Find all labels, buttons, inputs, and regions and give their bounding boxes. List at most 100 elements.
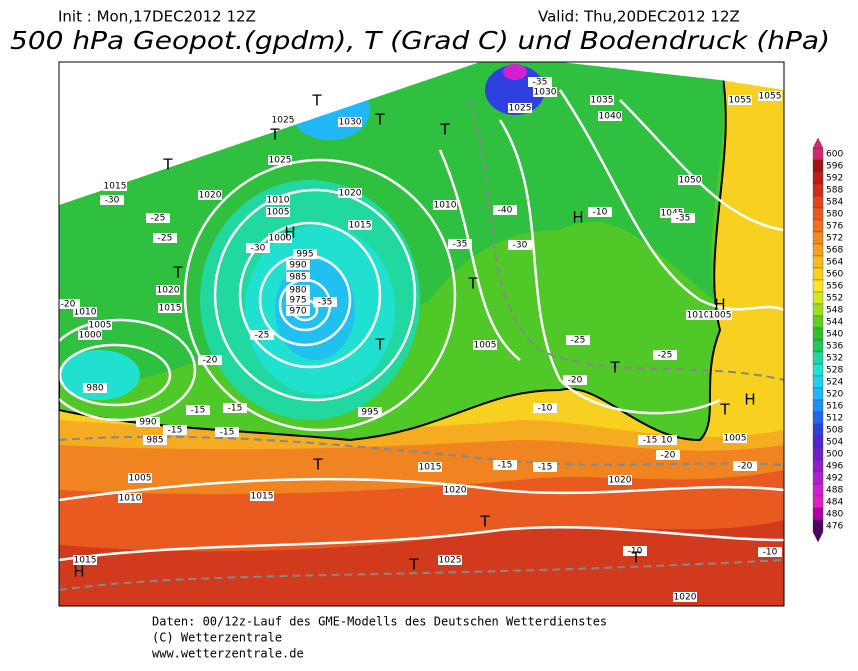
contour-label: 1020 xyxy=(609,476,632,486)
label-box xyxy=(493,460,517,470)
label-box xyxy=(143,435,167,445)
scale-label: 532 xyxy=(826,354,843,364)
label-box xyxy=(286,272,310,282)
scale-label: 528 xyxy=(826,366,843,376)
contour-label: -30 xyxy=(513,241,528,251)
scale-box xyxy=(812,387,824,401)
contour-label: 1005 xyxy=(129,474,152,484)
label-box xyxy=(638,435,662,445)
label-box xyxy=(215,427,239,437)
scale-box xyxy=(812,195,824,209)
label-box xyxy=(100,195,124,205)
label-box xyxy=(653,350,677,360)
scale-label: 584 xyxy=(826,198,843,208)
footer-line: www.wetterzentrale.de xyxy=(152,647,304,661)
scale-box xyxy=(812,471,824,485)
scale-label: 512 xyxy=(826,414,843,424)
label-box xyxy=(708,310,732,320)
contour-label: -20 xyxy=(738,462,753,472)
scale-label: 552 xyxy=(826,294,843,304)
contour-label: 1040 xyxy=(599,112,622,122)
label-box xyxy=(198,190,222,200)
contour-label: -15 xyxy=(228,404,243,414)
pressure-center: H xyxy=(73,563,84,581)
contour-label: -30 xyxy=(251,244,266,254)
label-box xyxy=(103,181,127,191)
scale-box xyxy=(812,399,824,413)
label-box xyxy=(348,220,372,230)
contour-label: -25 xyxy=(255,331,270,341)
label-box xyxy=(128,473,152,483)
label-box xyxy=(608,475,632,485)
label-box xyxy=(418,462,442,472)
label-box xyxy=(158,303,182,313)
label-box xyxy=(508,240,532,250)
contour-label: -10 xyxy=(593,208,608,218)
scale-box xyxy=(812,459,824,473)
label-box xyxy=(313,297,337,307)
contour-label: 1010 xyxy=(434,201,457,211)
contour-label: 1005 xyxy=(89,321,112,331)
scale-label: 600 xyxy=(826,150,843,160)
scale-box xyxy=(812,315,824,329)
contour-label: 1055 xyxy=(729,96,752,106)
contour-label: 1020 xyxy=(199,191,222,201)
contour-label: -40 xyxy=(498,206,513,216)
scale-box xyxy=(812,147,824,161)
scale-label: 556 xyxy=(826,282,843,292)
contour-label: 980 xyxy=(86,384,103,394)
contour-label: -15 xyxy=(168,426,183,436)
label-box xyxy=(338,188,362,198)
label-box xyxy=(59,299,80,309)
scale-label: 516 xyxy=(826,402,843,412)
contour-label: 1005 xyxy=(267,208,290,218)
scale-box xyxy=(812,279,824,293)
contour-label: 1025 xyxy=(509,104,532,114)
pressure-center: T xyxy=(479,513,490,531)
contour-label: 1010 xyxy=(74,308,97,318)
scale-box xyxy=(812,339,824,353)
scale-label: 500 xyxy=(826,450,843,460)
contour-label: -10 xyxy=(538,404,553,414)
contour-label: -15 xyxy=(498,461,513,471)
pressure-center: H xyxy=(284,224,295,242)
scale-label: 496 xyxy=(826,462,843,472)
scale-label: 548 xyxy=(826,306,843,316)
label-box xyxy=(246,243,270,253)
contour-label: 1015 xyxy=(419,463,442,473)
contour-label: 1005 xyxy=(474,341,497,351)
scale-box xyxy=(812,291,824,305)
label-box xyxy=(438,555,462,565)
contour-label: 985 xyxy=(289,273,306,283)
label-box xyxy=(528,77,552,87)
field xyxy=(60,350,140,400)
contour-label: 1050 xyxy=(679,176,702,186)
map-title: 500 hPa Geopot.(gpdm), T (Grad C) und Bo… xyxy=(10,26,830,55)
label-box xyxy=(163,425,187,435)
label-box xyxy=(78,330,102,340)
label-box xyxy=(723,433,747,443)
pressure-center: T xyxy=(408,556,419,574)
scale-label: 580 xyxy=(826,210,843,220)
contour-label: 990 xyxy=(139,418,156,428)
contour-label: 1010 xyxy=(119,494,142,504)
contour-label: 1030 xyxy=(339,118,362,128)
scale-label: 540 xyxy=(826,330,843,340)
footer-line: Daten: 00/12z-Lauf des GME-Modells des D… xyxy=(152,615,607,629)
contour-label: -25 xyxy=(658,351,673,361)
pressure-center: H xyxy=(572,209,583,227)
label-box xyxy=(533,87,557,97)
scale-box xyxy=(812,267,824,281)
contour-label: 1020 xyxy=(674,593,697,603)
scale-label: 508 xyxy=(826,426,843,436)
scale-box xyxy=(812,327,824,341)
pressure-center: H xyxy=(714,296,725,314)
scale-label: 544 xyxy=(826,318,843,328)
scale-label: 568 xyxy=(826,246,843,256)
scale-box xyxy=(812,243,824,257)
label-box xyxy=(448,239,472,249)
label-box xyxy=(88,320,112,330)
scale-label: 480 xyxy=(826,510,843,520)
label-box xyxy=(271,115,295,125)
label-box xyxy=(83,383,107,393)
